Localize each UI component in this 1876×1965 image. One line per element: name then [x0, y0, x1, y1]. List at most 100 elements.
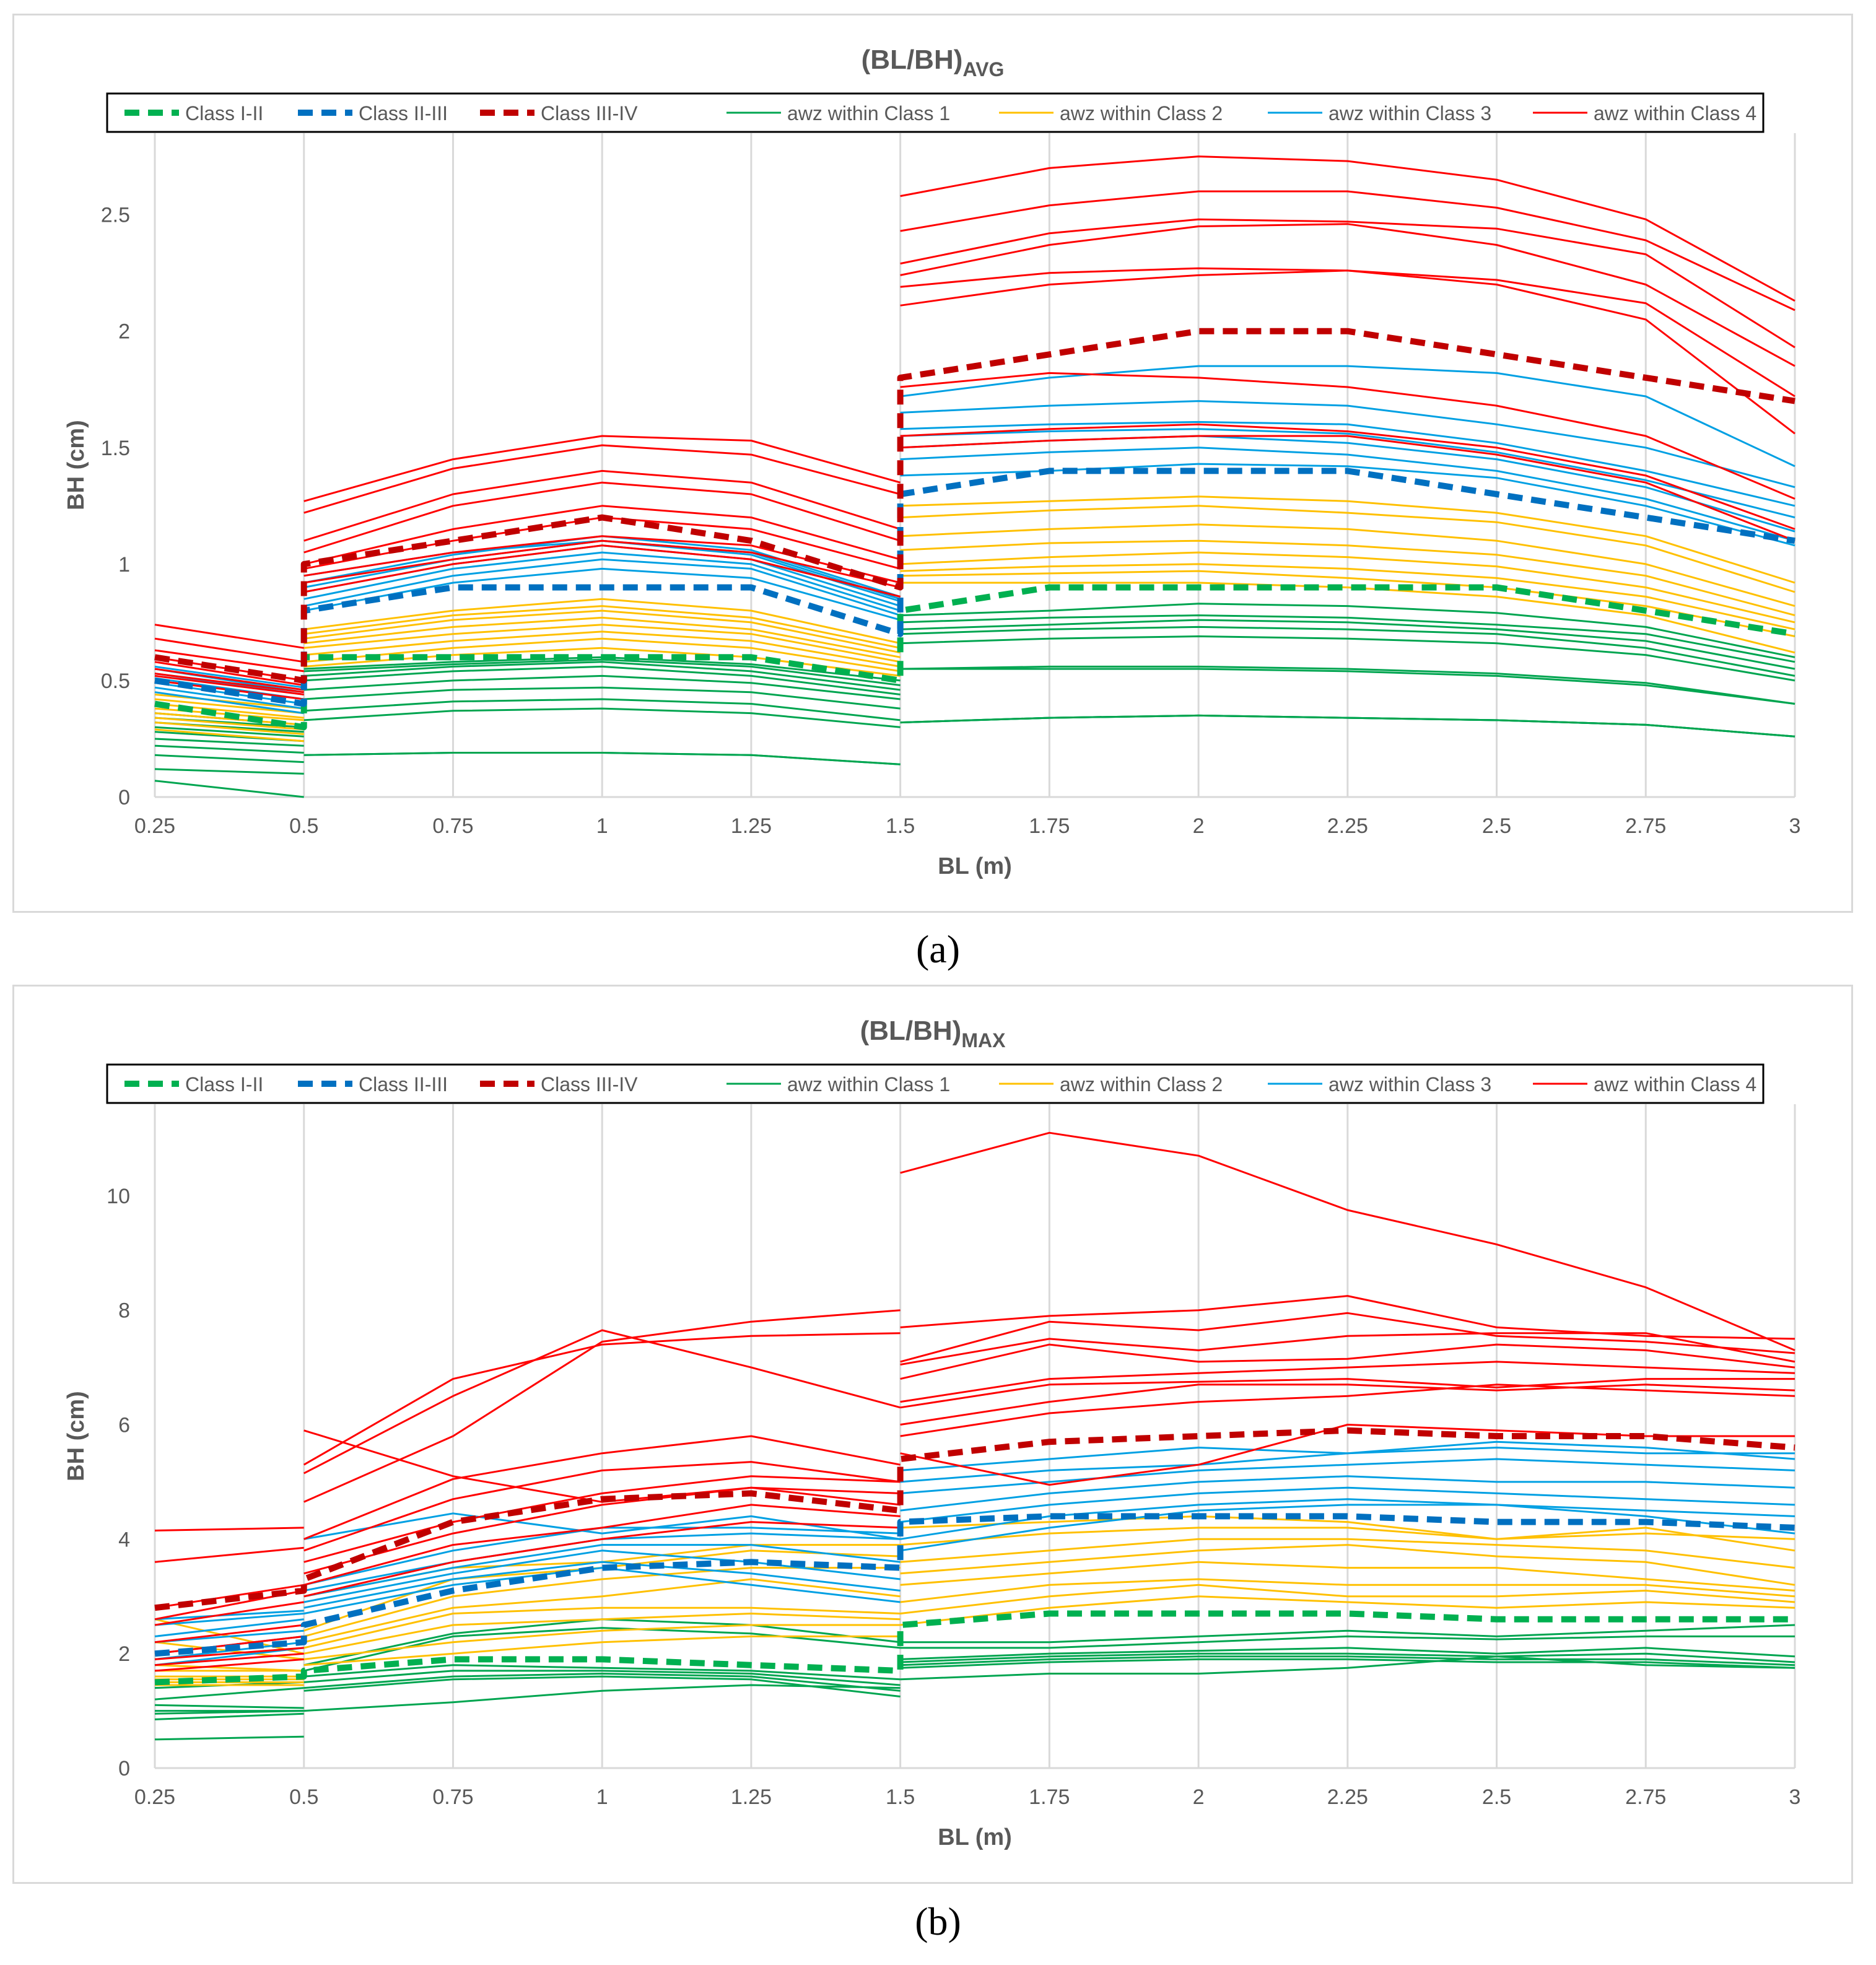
- series-line-class4: [154, 624, 304, 649]
- boundary-line-2: [154, 1427, 1795, 1611]
- chart-title: (BL/BH)AVG: [862, 45, 1005, 81]
- series-line-class4: [900, 1131, 1795, 1351]
- legend-label: awz within Class 3: [1328, 1073, 1491, 1096]
- y-tick-label: 1.5: [101, 437, 130, 460]
- series-line-class1: [303, 707, 901, 728]
- series-group: [154, 155, 1795, 798]
- series-line-class1: [900, 614, 1795, 663]
- x-tick-label: 3: [1789, 1785, 1801, 1809]
- x-tick-label: 3: [1789, 814, 1801, 838]
- series-line-class3: [154, 1629, 304, 1644]
- series-line-class2: [900, 551, 1795, 624]
- series-line-class4: [900, 372, 1795, 500]
- caption-a: (a): [915, 927, 961, 971]
- x-tick-label: 1.75: [1029, 814, 1070, 838]
- x-tick-label: 2.25: [1327, 814, 1368, 838]
- x-tick-label: 1: [596, 1785, 608, 1809]
- series-line-class3: [900, 1440, 1795, 1483]
- series-line-class4: [154, 1601, 304, 1626]
- series-line-class2: [154, 721, 304, 735]
- series-line-class2: [303, 598, 901, 645]
- series-line-class3: [900, 1504, 1795, 1552]
- series-line-class1: [900, 1652, 1795, 1663]
- x-tick-label: 0.5: [289, 1785, 318, 1809]
- boundary-group: [154, 1427, 1795, 1686]
- series-line-class1: [303, 686, 901, 710]
- series-line-class4: [900, 1378, 1795, 1409]
- legend-label: Class II-III: [359, 102, 448, 124]
- series-line-class3: [900, 447, 1795, 542]
- series-line-class1: [303, 1670, 901, 1686]
- series-line-class4: [900, 1361, 1795, 1403]
- y-axis-label: BH (cm): [63, 420, 89, 510]
- series-line-class4: [303, 539, 901, 588]
- series-line-class1: [154, 726, 304, 738]
- y-tick-label: 8: [118, 1299, 130, 1323]
- series-line-class4: [154, 674, 304, 695]
- y-tick-label: 1: [118, 553, 130, 577]
- series-line-class3: [303, 1567, 901, 1614]
- x-tick-label: 1.5: [886, 1785, 915, 1809]
- series-line-class4: [303, 435, 901, 502]
- series-line-class1: [154, 1704, 304, 1709]
- series-line-class2: [303, 1635, 901, 1667]
- legend: Class I-II Class II-III Class III-IV awz wi…: [106, 92, 1765, 133]
- series-line-class1: [900, 1624, 1795, 1644]
- series-line-class1: [154, 738, 304, 747]
- y-tick-label: 2: [118, 320, 130, 344]
- boundary-line-0: [154, 584, 1795, 731]
- series-line-class2: [303, 1613, 901, 1655]
- series-line-class2: [900, 570, 1795, 637]
- series-line-class3: [154, 1647, 304, 1667]
- series-line-class4: [900, 1383, 1795, 1426]
- series-line-class4: [900, 1295, 1795, 1340]
- series-line-class3: [303, 567, 901, 621]
- series-line-class4: [154, 1546, 304, 1563]
- series-line-class2: [900, 505, 1795, 593]
- series-line-class2: [900, 539, 1795, 617]
- series-line-class1: [900, 714, 1795, 738]
- series-line-class1: [900, 1635, 1795, 1649]
- series-line-class4: [303, 1504, 901, 1586]
- series-line-class1: [154, 754, 304, 764]
- legend-label: awz within Class 1: [787, 1073, 950, 1096]
- chart-panel-max: (BL/BH)MAX 0 2 4 6 8 10 0.25 0.5 0.75 1 1.25 1.5 1.75…: [12, 985, 1853, 1884]
- chart-avg: (BL/BH)AVG 0 0.5 1 1.5 2 2.5 0.25 0.5 0.75 1 1.25 1.…: [63, 45, 1801, 879]
- series-group: [154, 1131, 1795, 1741]
- x-tick-label: 2.5: [1482, 814, 1511, 838]
- series-line-class4: [900, 218, 1795, 349]
- x-tick-label: 1.25: [731, 1785, 772, 1809]
- x-tick-label: 2: [1193, 1785, 1205, 1809]
- series-line-class1: [900, 603, 1795, 658]
- series-line-class1: [900, 1658, 1795, 1669]
- series-line-class2: [303, 637, 901, 673]
- series-line-class4: [303, 1475, 901, 1563]
- series-line-class4: [303, 481, 901, 554]
- series-line-class2: [900, 1584, 1795, 1614]
- legend-box: [106, 92, 1765, 133]
- legend-label: awz within Class 2: [1060, 1073, 1223, 1096]
- x-tick-label: 2.75: [1625, 1785, 1666, 1809]
- x-tick-label: 2.5: [1482, 1785, 1511, 1809]
- series-line-class2: [154, 728, 304, 743]
- series-line-class2: [303, 624, 901, 663]
- boundary-line-2: [154, 328, 1795, 684]
- series-line-class3: [154, 1618, 304, 1637]
- series-line-class4: [303, 535, 901, 584]
- x-tick-label: 0.25: [134, 814, 175, 838]
- series-line-class3: [900, 1498, 1795, 1540]
- boundary-line-1: [154, 1513, 1795, 1657]
- series-line-class4: [154, 673, 304, 694]
- series-line-class2: [900, 1595, 1795, 1626]
- series-line-class4: [154, 661, 304, 686]
- series-line-class1: [303, 1684, 901, 1712]
- series-line-class3: [900, 428, 1795, 519]
- x-tick-label: 1.25: [731, 814, 772, 838]
- x-axis-label: BL (m): [938, 1824, 1012, 1850]
- series-line-class3: [154, 665, 304, 689]
- legend-label: Class II-III: [359, 1073, 448, 1096]
- series-line-class1: [900, 625, 1795, 677]
- series-line-class1: [154, 1735, 304, 1741]
- series-line-class2: [154, 694, 304, 710]
- series-line-class4: [154, 1527, 304, 1531]
